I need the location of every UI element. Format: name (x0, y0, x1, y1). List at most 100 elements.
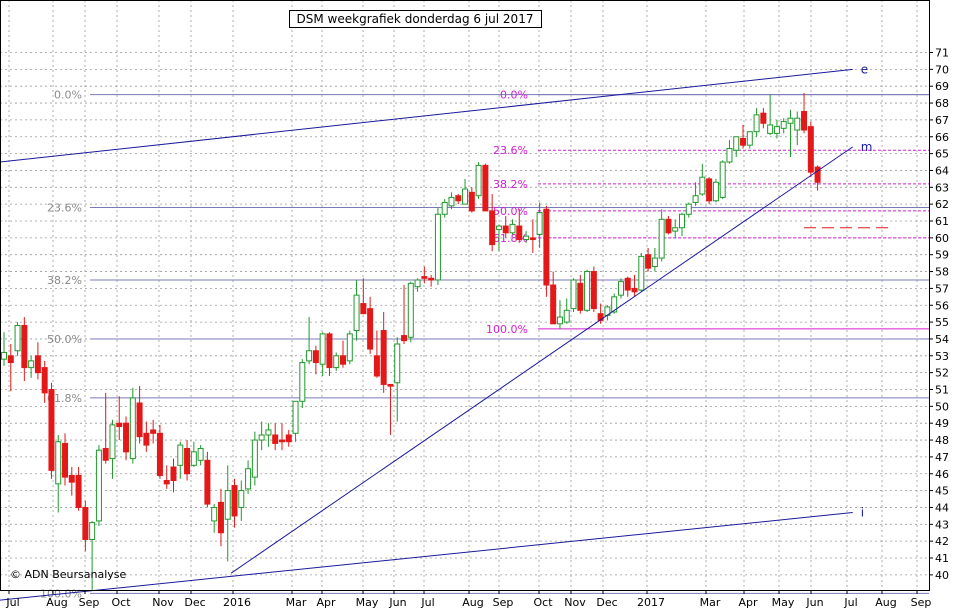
y-tick-label: 57 (935, 282, 949, 295)
candle-body-up (746, 131, 753, 146)
copyright-notice: © ADN Beursanalyse (10, 568, 127, 581)
candle-body-up (177, 444, 184, 466)
candle-body-up (495, 225, 502, 230)
candle-body-down (455, 195, 462, 202)
candle-body-up (265, 429, 272, 436)
y-tick-label: 67 (935, 114, 949, 127)
x-tick-label: Nov (152, 596, 174, 609)
candle-body-down (807, 126, 814, 173)
candle-body-up (333, 355, 340, 369)
candle-body-up (767, 124, 774, 134)
trendline-label-i: i (861, 506, 864, 520)
candle-body-up (28, 360, 35, 369)
candle-body-down (624, 277, 631, 291)
fib-right-label: 23.6% (493, 144, 528, 157)
candle-body-down (340, 355, 346, 365)
candle-body-up (394, 343, 401, 384)
candle-body-down (550, 284, 557, 325)
trendline-m (230, 146, 854, 574)
y-tick-label: 60 (935, 232, 949, 245)
y-tick-label: 53 (935, 350, 949, 363)
y-tick-label: 64 (935, 164, 949, 177)
candle-body-down (312, 350, 319, 364)
y-tick-label: 52 (935, 367, 949, 380)
y-tick-label: 41 (935, 552, 949, 565)
candle-body-up (89, 522, 96, 540)
candle-body-up (584, 271, 591, 311)
candle-body-up (197, 447, 204, 461)
candle-body-up (658, 218, 665, 259)
candle-body-down (529, 237, 536, 241)
x-tick-label: Sep (79, 596, 100, 609)
candle-body-down (380, 330, 387, 385)
y-tick-label: 61 (935, 215, 949, 228)
candle-body-down (482, 164, 489, 212)
candle-body-up (462, 188, 469, 205)
candle-body-up (190, 451, 197, 466)
plot-frame (0, 0, 930, 591)
candle-body-up (55, 441, 62, 485)
y-tick-label: 45 (935, 485, 949, 498)
x-tick-label: Apr (738, 596, 758, 609)
x-tick-label: Jul (843, 596, 857, 609)
y-axis: 40 41 42 43 44 45 46 47 48 49 50 51 52 53 54 55 56 57 58 59… (929, 47, 949, 582)
trendline-e (0, 68, 853, 163)
x-tick-label: Aug (462, 596, 483, 609)
fib-right-label: 61.8% (493, 232, 528, 245)
title-box (289, 10, 542, 28)
candle-body-down (421, 276, 428, 279)
candle-body-up (719, 161, 726, 198)
candle-body-up (434, 213, 441, 281)
x-tick-label: Oct (533, 596, 553, 609)
candle-body-up (794, 117, 801, 131)
candle-body-up (14, 324, 21, 352)
x-tick-label: Jul (420, 596, 434, 609)
candle-body-up (441, 201, 448, 215)
x-tick-label: Jun (388, 596, 406, 609)
chart-title: DSM weekgrafiek donderdag 6 jul 2017 (297, 12, 534, 26)
x-tick-label: Sep (911, 596, 932, 609)
candle-body-up (726, 148, 733, 163)
candle-body-up (224, 490, 231, 520)
y-tick-label: 44 (935, 501, 949, 514)
x-tick-label: Mar (286, 596, 307, 609)
candle-body-down (123, 422, 130, 453)
candle-body-down (428, 277, 435, 281)
candle-body-up (95, 449, 102, 522)
y-tick-label: 50 (935, 400, 949, 413)
x-tick-label: May (356, 596, 379, 609)
candle-body-down (7, 355, 14, 364)
candle-body-up (712, 181, 719, 202)
candle-body-up (306, 350, 313, 362)
y-tick-label: 68 (935, 97, 949, 110)
y-tick-label: 69 (935, 80, 949, 93)
y-tick-label: 47 (935, 451, 949, 464)
candle-body-up (346, 333, 353, 362)
grid-layer (0, 0, 929, 590)
candle-body-up (353, 294, 360, 332)
candle-body-down (272, 434, 279, 444)
candle-body-up (692, 195, 699, 203)
candle-body-up (699, 176, 706, 195)
y-tick-label: 49 (935, 417, 949, 430)
candle-body-down (163, 479, 170, 485)
y-tick-label: 40 (935, 569, 949, 582)
y-tick-label: 70 (935, 63, 949, 76)
fib-left-label: 23.6% (47, 202, 82, 215)
candle-body-up (672, 227, 679, 232)
y-tick-label: 55 (935, 316, 949, 329)
candle-body-up (733, 136, 740, 151)
x-tick-label: Apr (316, 596, 336, 609)
candle-body-down (360, 303, 367, 315)
y-tick-label: 65 (935, 148, 949, 161)
trendline-label-e: e (861, 62, 868, 76)
trendline-i (0, 512, 853, 601)
candle-body-up (780, 121, 787, 129)
x-tick-label: Nov (564, 596, 586, 609)
candle-body-up (292, 400, 299, 434)
candle-body-down (231, 485, 238, 517)
candle-body-up (611, 296, 618, 313)
candle-body-down (597, 313, 604, 321)
candle-body-up (245, 468, 252, 490)
